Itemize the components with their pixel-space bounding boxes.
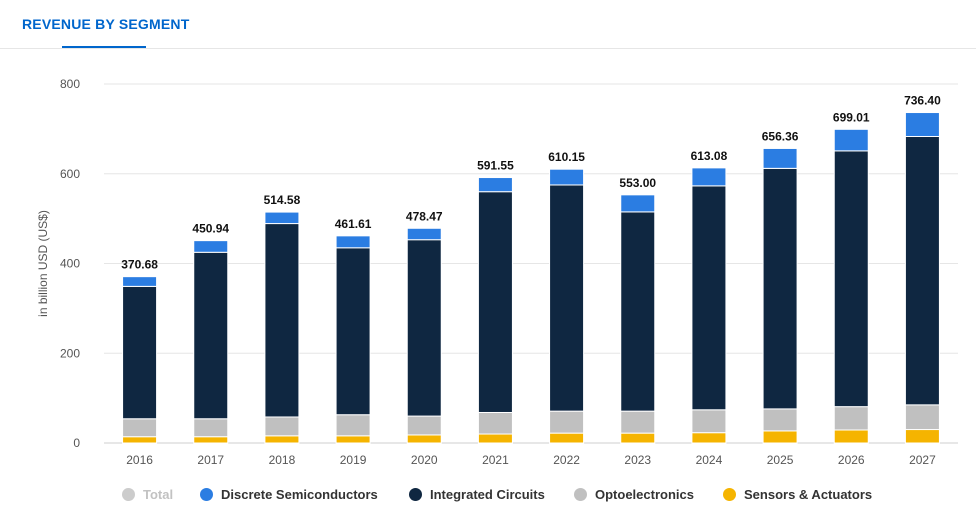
bar-segment: [335, 435, 371, 444]
bar-segment: [620, 194, 656, 213]
bar-segment: [549, 168, 585, 186]
x-tick-label: 2019: [340, 453, 367, 467]
bar-segment: [406, 415, 442, 436]
bar-segment: [335, 247, 371, 416]
x-tick-label: 2023: [624, 453, 651, 467]
bar-segment: [904, 429, 940, 444]
bar-segment: [406, 434, 442, 444]
bar-total-label: 736.40: [904, 94, 941, 108]
bar-segment: [833, 429, 869, 444]
bar-total-label: 553.00: [619, 176, 656, 190]
bar-segment: [264, 416, 300, 437]
tab-label: REVENUE BY SEGMENT: [22, 16, 190, 32]
legend-dot-opto: [574, 487, 587, 501]
bar-segment: [833, 128, 869, 152]
bar-total-label: 370.68: [121, 258, 158, 272]
x-tick-label: 2025: [767, 453, 794, 467]
legend-dot-ic: [409, 487, 422, 501]
tab-revenue-by-segment[interactable]: REVENUE BY SEGMENT: [0, 0, 189, 48]
bar-total-label: 610.15: [548, 150, 585, 164]
bar-segment: [620, 211, 656, 412]
bar-total-label: 591.55: [477, 159, 514, 173]
bar-total-label: 478.47: [406, 209, 443, 223]
stacked-bar-chart: 0 200 400 600 800 in billion USD (US$) 370.68 2…: [36, 77, 958, 467]
legend-label-sensors: Sensors & Actuators: [744, 486, 873, 502]
bar-segment: [904, 136, 940, 406]
legend-dot-total: [122, 487, 135, 501]
bar-segment: [762, 147, 798, 169]
y-tick-label: 400: [60, 257, 80, 271]
x-tick-label: 2016: [126, 453, 153, 467]
bar-segment: [406, 239, 442, 417]
bar-segment: [335, 235, 371, 249]
bar-segment: [904, 112, 940, 138]
legend-label-discrete: Discrete Semiconductors: [221, 486, 378, 502]
bar-segment: [904, 404, 940, 431]
bar-segment: [691, 167, 727, 187]
bar-segment: [122, 276, 158, 287]
bar-segment: [549, 432, 585, 444]
bar-segment: [122, 418, 158, 438]
bar-segment: [122, 285, 158, 420]
x-tick-label: 2026: [838, 453, 865, 467]
x-tick-label: 2018: [269, 453, 296, 467]
y-tick-label: 600: [60, 167, 80, 181]
bar-segment: [477, 411, 513, 435]
tab-active-indicator: [62, 46, 146, 48]
bar-segment: [264, 435, 300, 444]
bar-segment: [406, 227, 442, 241]
bar-segment: [691, 409, 727, 434]
bar-segment: [691, 185, 727, 411]
bar-total-label: 461.61: [335, 217, 372, 231]
y-tick-label: 200: [60, 346, 80, 360]
y-axis-label: in billion USD (US$): [36, 210, 50, 317]
bar-segment: [549, 410, 585, 434]
y-tick-label: 800: [60, 77, 80, 91]
bar-segment: [193, 436, 229, 444]
bar-segment: [691, 432, 727, 444]
bar-segment: [477, 177, 513, 193]
legend-item-sensors-actuators[interactable]: Sensors & Actuators: [723, 484, 872, 504]
bar-segment: [620, 410, 656, 434]
bar-segment: [762, 408, 798, 432]
tab-bar: REVENUE BY SEGMENT: [0, 0, 976, 49]
bar-segment: [762, 167, 798, 410]
bar-segment: [335, 414, 371, 437]
bar-total-label: 514.58: [264, 193, 301, 207]
x-tick-label: 2020: [411, 453, 438, 467]
legend-label-opto: Optoelectronics: [595, 486, 694, 502]
legend-item-total[interactable]: Total: [122, 484, 173, 504]
x-tick-label: 2024: [696, 453, 723, 467]
bar-total-label: 450.94: [192, 222, 229, 236]
bar-total-label: 613.08: [691, 149, 728, 163]
legend-label-total: Total: [143, 486, 174, 502]
legend-item-discrete-semiconductors[interactable]: Discrete Semiconductors: [200, 484, 378, 504]
legend-dot-discrete: [200, 487, 213, 501]
bar-segment: [193, 240, 229, 253]
bar-segment: [549, 184, 585, 412]
legend-label-ic: Integrated Circuits: [430, 486, 545, 502]
legend-dot-sensors: [723, 487, 736, 501]
bar-segment: [833, 406, 869, 431]
bar-segment: [122, 436, 158, 444]
x-tick-label: 2017: [197, 453, 224, 467]
x-tick-label: 2021: [482, 453, 509, 467]
chart-legend: Total Discrete Semiconductors Integrated…: [0, 484, 976, 504]
bar-segment: [620, 432, 656, 444]
legend-item-optoelectronics[interactable]: Optoelectronics: [574, 484, 694, 504]
bar-segment: [477, 433, 513, 444]
bar-total-label: 656.36: [762, 129, 799, 143]
bar-segment: [264, 223, 300, 418]
bar-segment: [833, 150, 869, 408]
bar-segment: [193, 251, 229, 420]
x-tick-label: 2022: [553, 453, 580, 467]
bar-segment: [193, 418, 229, 438]
x-tick-label: 2027: [909, 453, 936, 467]
bar-segment: [264, 211, 300, 225]
bar-segment: [477, 191, 513, 413]
legend-item-integrated-circuits[interactable]: Integrated Circuits: [409, 484, 545, 504]
bar-segment: [762, 430, 798, 444]
y-tick-label: 0: [73, 436, 80, 450]
bar-total-label: 699.01: [833, 110, 870, 124]
